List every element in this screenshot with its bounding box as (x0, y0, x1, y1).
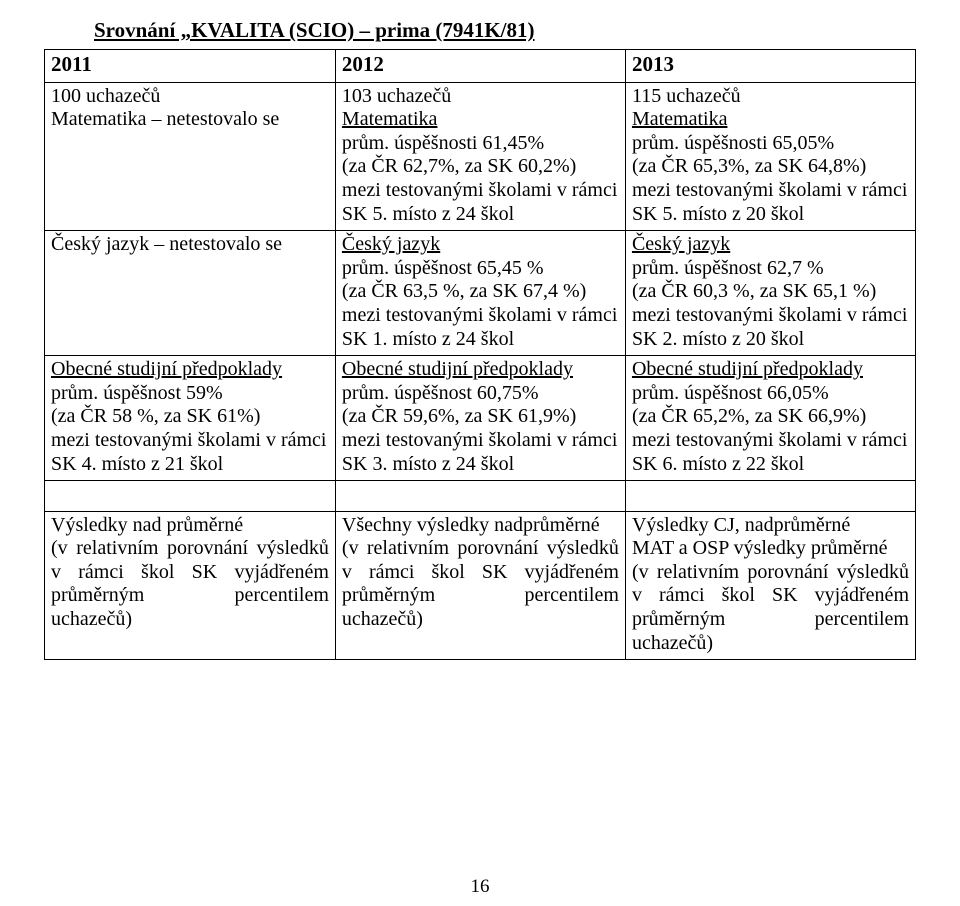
line: SK 2. místo z 20 škol (632, 328, 909, 352)
year-2012: 2012 (342, 52, 384, 76)
year-cell: 2013 (625, 50, 915, 83)
empty-cell (45, 481, 336, 512)
line: SK 5. místo z 24 škol (342, 203, 619, 227)
line: Výsledky CJ, nadprůměrné (632, 514, 909, 538)
cell-2012-math: 103 uchazečů Matematika prům. úspěšnosti… (335, 82, 625, 231)
line: (za ČR 58 %, za SK 61%) (51, 405, 329, 429)
line: Výsledky nad průměrné (51, 514, 329, 538)
line: mezi testovanými školami v rámci (632, 429, 909, 453)
line: (za ČR 65,3%, za SK 64,8%) (632, 155, 909, 179)
line: 100 uchazečů (51, 85, 329, 109)
line: SK 6. místo z 22 škol (632, 453, 909, 477)
page-number: 16 (0, 876, 960, 898)
line: (za ČR 63,5 %, za SK 67,4 %) (342, 280, 619, 304)
line: mezi testovanými školami v rámci (632, 179, 909, 203)
line: mezi testovanými školami v rámci (632, 304, 909, 328)
line: (v relativním porovnání výsledků v rámci… (51, 537, 329, 631)
line: (v relativním porovnání výsledků v rámci… (342, 537, 619, 631)
line: prům. úspěšnost 66,05% (632, 382, 909, 406)
line: Obecné studijní předpoklady (632, 358, 909, 382)
table-row: Výsledky nad průměrné (v relativním poro… (45, 511, 916, 660)
line: prům. úspěšnost 60,75% (342, 382, 619, 406)
line: Matematika (632, 108, 909, 132)
line: (za ČR 59,6%, za SK 61,9%) (342, 405, 619, 429)
line: SK 5. místo z 20 škol (632, 203, 909, 227)
line: Všechny výsledky nadprůměrné (342, 514, 619, 538)
line: 103 uchazečů (342, 85, 619, 109)
line: (za ČR 62,7%, za SK 60,2%) (342, 155, 619, 179)
line: (za ČR 65,2%, za SK 66,9%) (632, 405, 909, 429)
line: SK 1. místo z 24 škol (342, 328, 619, 352)
line: prům. úspěšnosti 61,45% (342, 132, 619, 156)
cell-2012-cj: Český jazyk prům. úspěšnost 65,45 % (za … (335, 231, 625, 356)
cell-2013-cj: Český jazyk prům. úspěšnost 62,7 % (za Č… (625, 231, 915, 356)
cell-2012-summary: Všechny výsledky nadprůměrné (v relativn… (335, 511, 625, 660)
empty-cell (335, 481, 625, 512)
table-row: 100 uchazečů Matematika – netestovalo se… (45, 82, 916, 231)
cell-2012-osp: Obecné studijní předpoklady prům. úspěšn… (335, 356, 625, 481)
year-cell: 2011 (45, 50, 336, 83)
cell-2013-osp: Obecné studijní předpoklady prům. úspěšn… (625, 356, 915, 481)
line: (za ČR 60,3 %, za SK 65,1 %) (632, 280, 909, 304)
line: mezi testovanými školami v rámci (342, 179, 619, 203)
table-row: Obecné studijní předpoklady prům. úspěšn… (45, 356, 916, 481)
line: Český jazyk (342, 233, 619, 257)
line: Český jazyk (632, 233, 909, 257)
line: Český jazyk – netestovalo se (51, 233, 329, 257)
line: Matematika (342, 108, 619, 132)
line: (v relativním porovnání výsledků v rámci… (632, 561, 909, 655)
cell-2011-cj: Český jazyk – netestovalo se (45, 231, 336, 356)
cell-2011-osp: Obecné studijní předpoklady prům. úspěšn… (45, 356, 336, 481)
line: Obecné studijní předpoklady (342, 358, 619, 382)
line: prům. úspěšnosti 65,05% (632, 132, 909, 156)
line: prům. úspěšnost 62,7 % (632, 257, 909, 281)
cell-2013-math: 115 uchazečů Matematika prům. úspěšnosti… (625, 82, 915, 231)
table-row: 2011 2012 2013 (45, 50, 916, 83)
empty-cell (625, 481, 915, 512)
line: Matematika – netestovalo se (51, 108, 329, 132)
table-row (45, 481, 916, 512)
line: Obecné studijní předpoklady (51, 358, 329, 382)
line: mezi testovanými školami v rámci (342, 304, 619, 328)
year-2011: 2011 (51, 52, 92, 76)
line: prům. úspěšnost 65,45 % (342, 257, 619, 281)
year-cell: 2012 (335, 50, 625, 83)
cell-2011-summary: Výsledky nad průměrné (v relativním poro… (45, 511, 336, 660)
table-row: Český jazyk – netestovalo se Český jazyk… (45, 231, 916, 356)
cell-2013-summary: Výsledky CJ, nadprůměrné MAT a OSP výsle… (625, 511, 915, 660)
line: mezi testovanými školami v rámci (51, 429, 329, 453)
year-2013: 2013 (632, 52, 674, 76)
line: SK 4. místo z 21 škol (51, 453, 329, 477)
comparison-table: 2011 2012 2013 100 uchazečů Matematika –… (44, 49, 916, 660)
line: 115 uchazečů (632, 85, 909, 109)
line: SK 3. místo z 24 škol (342, 453, 619, 477)
document-title: Srovnání „KVALITA (SCIO) – prima (7941K/… (44, 18, 916, 43)
cell-2011-math: 100 uchazečů Matematika – netestovalo se (45, 82, 336, 231)
line: MAT a OSP výsledky průměrné (632, 537, 909, 561)
line: prům. úspěšnost 59% (51, 382, 329, 406)
line: mezi testovanými školami v rámci (342, 429, 619, 453)
